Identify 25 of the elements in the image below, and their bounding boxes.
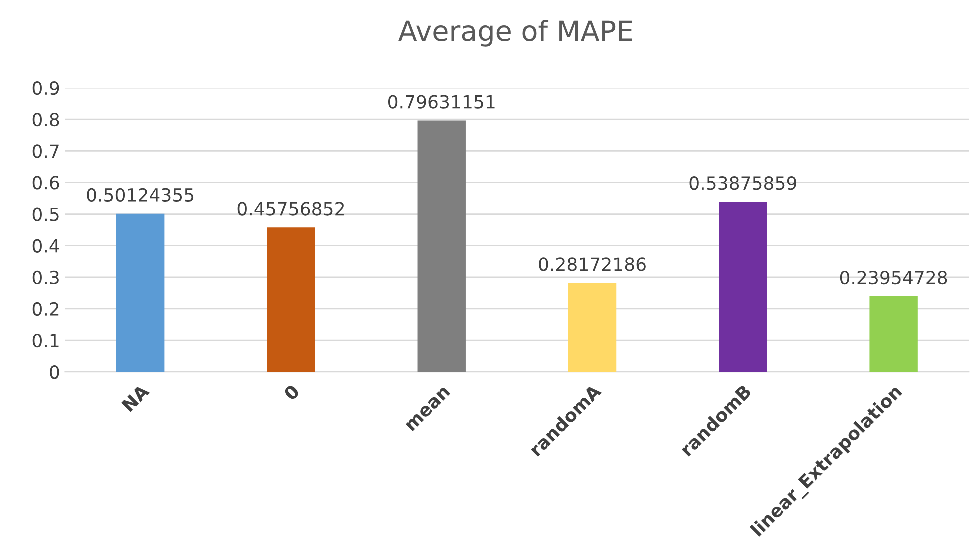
data-label: 0.28172186 xyxy=(539,258,646,272)
bar xyxy=(418,120,466,372)
y-tick-label: 0.7 xyxy=(32,144,59,158)
data-label: 0.53875859 xyxy=(690,176,796,190)
bar xyxy=(116,214,165,372)
y-tick-label: 0.2 xyxy=(32,302,59,316)
y-tick-label: 0.3 xyxy=(32,270,59,284)
y-tick-label: 0.1 xyxy=(32,334,59,348)
bar xyxy=(568,283,617,372)
y-tick-label: 0.9 xyxy=(32,81,60,96)
data-label: 0.79631151 xyxy=(388,95,495,109)
bar xyxy=(267,228,316,372)
y-tick-label: 0.8 xyxy=(32,113,60,127)
data-label: 0.45756852 xyxy=(238,202,344,216)
data-label: 0.23954728 xyxy=(840,270,948,285)
bar xyxy=(719,202,768,372)
x-tick-label: NA xyxy=(122,384,150,412)
data-label: 0.50124355 xyxy=(87,188,194,202)
y-tick-label: 0.5 xyxy=(32,208,59,222)
y-tick-label: 0.6 xyxy=(32,176,60,190)
y-tick-label: 0.4 xyxy=(32,239,60,253)
bar xyxy=(870,296,918,372)
x-tick-label: 0 xyxy=(283,384,300,402)
y-tick-label: 0 xyxy=(50,366,60,380)
chart-title: Average of MAPE xyxy=(398,20,632,47)
